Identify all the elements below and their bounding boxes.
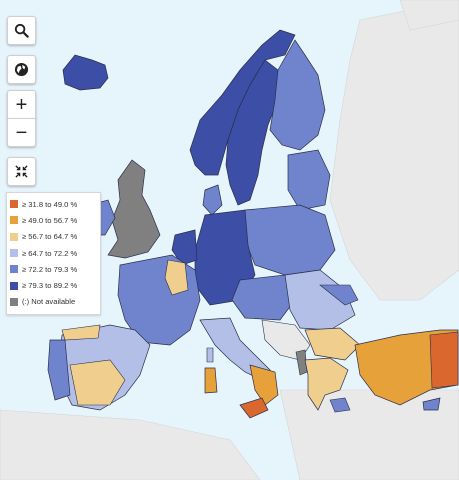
legend-item: ≥ 79.3 to 89.2 %	[10, 277, 98, 293]
region-cyprus	[422, 397, 441, 411]
legend-swatch	[10, 232, 18, 241]
region-spain-south	[69, 359, 126, 406]
legend-label: ≥ 49.0 to 56.7 %	[22, 215, 78, 225]
legend-item: ≥ 31.8 to 49.0 %	[10, 196, 98, 212]
region-italy-south	[249, 364, 279, 406]
globe-button[interactable]	[7, 55, 36, 84]
legend-item: ≥ 56.7 to 64.7 %	[10, 229, 98, 245]
legend-swatch	[10, 265, 18, 274]
region-romania-east	[319, 284, 359, 306]
legend-swatch	[10, 249, 18, 258]
legend-item: (:) Not available	[10, 294, 98, 310]
zoom-out-button[interactable]: −	[7, 118, 36, 147]
region-iceland	[62, 54, 109, 91]
legend-label: ≥ 31.8 to 49.0 %	[22, 199, 78, 209]
legend-label: ≥ 56.7 to 64.7 %	[22, 232, 78, 242]
region-greece-islands	[329, 397, 351, 413]
legend-item: ≥ 72.2 to 79.3 %	[10, 261, 98, 277]
legend-item: ≥ 64.7 to 72.2 %	[10, 245, 98, 261]
region-finland	[269, 39, 326, 151]
region-corsica	[206, 347, 214, 363]
region-bulgaria	[304, 327, 361, 361]
legend-swatch	[10, 216, 18, 225]
region-france-north	[164, 259, 189, 296]
region-benelux	[171, 229, 198, 266]
region-poland	[244, 204, 336, 276]
region-spain-north	[61, 324, 101, 341]
region-portugal	[47, 339, 71, 401]
legend-swatch	[10, 297, 18, 306]
legend-swatch	[10, 281, 18, 290]
search-icon	[14, 23, 29, 38]
fullscreen-button[interactable]	[7, 157, 36, 186]
map-legend: ≥ 31.8 to 49.0 % ≥ 49.0 to 56.7 % ≥ 56.7…	[6, 192, 101, 316]
region-sweden	[225, 59, 279, 206]
legend-label: ≥ 79.3 to 89.2 %	[22, 281, 78, 291]
collapse-icon	[15, 165, 28, 178]
search-button[interactable]	[7, 16, 36, 45]
region-baltics	[287, 149, 331, 211]
region-sardinia	[204, 367, 218, 394]
region-greece	[304, 357, 349, 411]
region-albania	[295, 349, 308, 376]
zoom-in-button[interactable]: +	[7, 90, 36, 119]
legend-swatch	[10, 200, 18, 209]
globe-icon	[14, 62, 29, 77]
legend-item: ≥ 49.0 to 56.7 %	[10, 212, 98, 228]
legend-label: ≥ 64.7 to 72.2 %	[22, 248, 78, 258]
legend-label: ≥ 72.2 to 79.3 %	[22, 264, 78, 274]
region-turkey-east	[429, 331, 459, 389]
region-norway	[189, 29, 296, 176]
region-sicily	[239, 397, 269, 419]
region-denmark	[202, 184, 223, 216]
legend-label: (:) Not available	[22, 297, 76, 307]
